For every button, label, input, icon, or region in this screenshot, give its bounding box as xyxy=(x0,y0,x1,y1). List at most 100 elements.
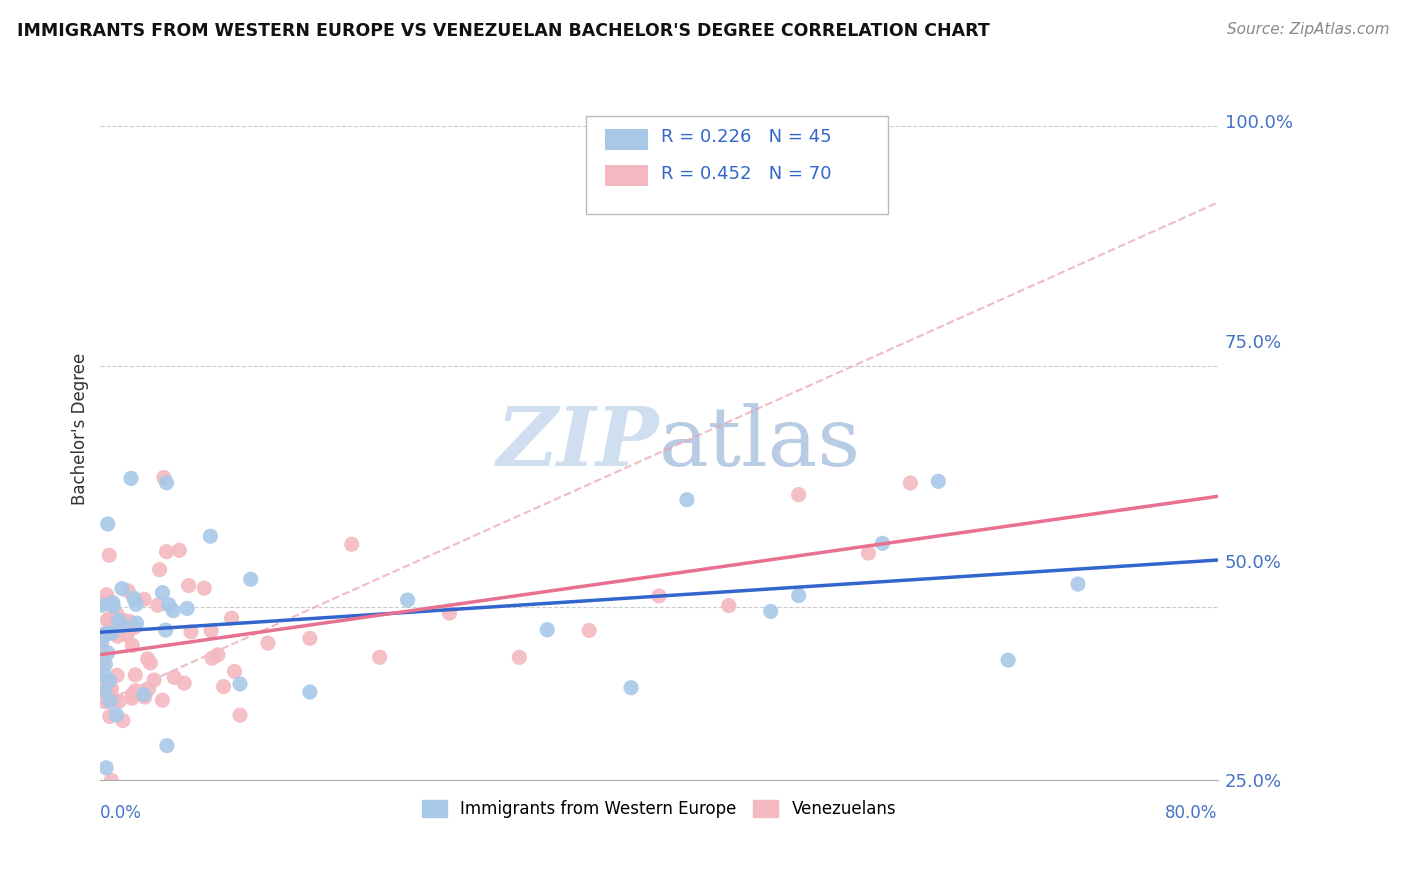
Point xyxy=(105,707,128,722)
Point xyxy=(787,589,810,603)
Point xyxy=(221,611,243,625)
Point xyxy=(94,684,117,698)
Point xyxy=(858,546,880,560)
Point xyxy=(117,584,139,599)
Point xyxy=(132,592,155,607)
Point xyxy=(96,588,118,602)
Text: atlas: atlas xyxy=(659,403,860,483)
Point xyxy=(98,709,121,723)
Point xyxy=(134,690,156,704)
Point xyxy=(107,612,129,626)
Point xyxy=(94,626,117,640)
Point xyxy=(105,668,128,682)
FancyBboxPatch shape xyxy=(606,165,648,186)
Point xyxy=(97,646,120,660)
Point xyxy=(90,632,112,646)
Point xyxy=(97,516,120,531)
Point xyxy=(100,773,122,788)
Point xyxy=(97,612,120,626)
Point xyxy=(103,692,125,706)
Point xyxy=(90,656,112,670)
Point xyxy=(108,694,131,708)
Point xyxy=(93,694,115,708)
Point xyxy=(717,599,740,613)
Point xyxy=(107,613,129,627)
Point xyxy=(648,589,671,603)
Point xyxy=(139,656,162,670)
Point xyxy=(122,591,145,606)
Point xyxy=(93,597,115,611)
Point xyxy=(201,651,224,665)
Point xyxy=(97,682,120,697)
Point xyxy=(167,543,190,558)
Point xyxy=(787,488,810,502)
Point xyxy=(439,606,461,620)
Point xyxy=(138,682,160,697)
Text: 80.0%: 80.0% xyxy=(1166,805,1218,822)
Text: ZIP: ZIP xyxy=(496,403,659,483)
Point xyxy=(997,653,1019,667)
Point xyxy=(536,623,558,637)
Point xyxy=(153,470,176,484)
Text: 0.0%: 0.0% xyxy=(100,805,142,822)
Point xyxy=(148,563,170,577)
Point xyxy=(111,582,134,596)
Point xyxy=(173,676,195,690)
Point xyxy=(620,681,643,695)
Point xyxy=(155,544,177,558)
Point xyxy=(229,677,252,691)
Point xyxy=(121,691,143,706)
Point xyxy=(146,599,169,613)
Point xyxy=(124,683,146,698)
Point xyxy=(200,624,222,638)
Point xyxy=(508,650,530,665)
Point xyxy=(93,668,115,682)
Point xyxy=(100,681,122,696)
Point xyxy=(239,572,262,586)
Point xyxy=(136,652,159,666)
Point xyxy=(180,624,202,639)
Point xyxy=(125,597,148,611)
Point xyxy=(872,536,894,550)
Point xyxy=(111,613,134,627)
Point xyxy=(96,613,118,627)
Point xyxy=(97,626,120,640)
Point xyxy=(101,617,124,632)
Point xyxy=(212,680,235,694)
Point xyxy=(100,688,122,702)
Point xyxy=(125,616,148,631)
Point xyxy=(100,626,122,640)
Point xyxy=(177,578,200,592)
Point xyxy=(121,638,143,652)
Point xyxy=(124,668,146,682)
Point xyxy=(90,628,112,642)
Point xyxy=(93,673,115,688)
Point xyxy=(90,640,112,654)
Point xyxy=(98,549,121,563)
Point xyxy=(143,673,166,687)
Point xyxy=(120,471,142,485)
Point xyxy=(257,636,280,650)
Point xyxy=(111,714,134,728)
Point xyxy=(101,596,124,610)
Point xyxy=(157,598,180,612)
FancyBboxPatch shape xyxy=(606,128,648,150)
Text: R = 0.452   N = 70: R = 0.452 N = 70 xyxy=(661,165,832,183)
Point xyxy=(152,693,174,707)
Point xyxy=(229,708,252,723)
Point xyxy=(163,670,186,684)
Text: IMMIGRANTS FROM WESTERN EUROPE VS VENEZUELAN BACHELOR'S DEGREE CORRELATION CHART: IMMIGRANTS FROM WESTERN EUROPE VS VENEZU… xyxy=(17,22,990,40)
FancyBboxPatch shape xyxy=(586,116,889,214)
Point xyxy=(676,492,699,507)
Point xyxy=(898,475,921,490)
Text: R = 0.226   N = 45: R = 0.226 N = 45 xyxy=(661,128,832,146)
Point xyxy=(155,623,177,637)
Point xyxy=(162,604,184,618)
Point xyxy=(368,650,391,665)
Point xyxy=(396,593,419,607)
Point xyxy=(107,629,129,643)
Point xyxy=(340,537,363,551)
Point xyxy=(132,688,155,702)
Point xyxy=(118,615,141,629)
Point xyxy=(152,585,174,599)
